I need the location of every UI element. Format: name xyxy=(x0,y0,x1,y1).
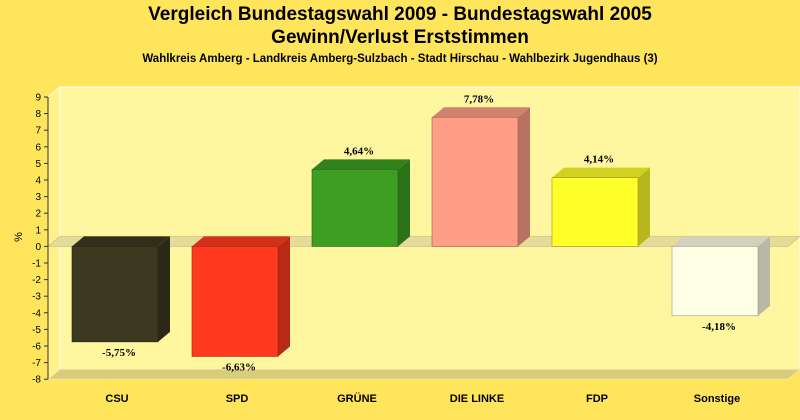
chart-subtitle-region: Wahlkreis Amberg - Landkreis Amberg-Sulz… xyxy=(142,53,658,65)
bar-top xyxy=(312,159,410,170)
plot-left-wall xyxy=(47,85,61,381)
bar-side xyxy=(398,159,410,247)
y-tick-label: 5 xyxy=(35,159,41,170)
bar-top xyxy=(672,236,770,247)
bar xyxy=(431,116,519,247)
bar-top xyxy=(72,236,170,247)
y-tick-label: 3 xyxy=(35,192,41,203)
y-tick-label: 2 xyxy=(35,209,41,220)
y-tick-label: -8 xyxy=(32,375,41,386)
y-tick-label: 7 xyxy=(35,126,41,137)
data-label: -4,18% xyxy=(702,321,736,333)
y-tick-label: -7 xyxy=(32,358,41,369)
bar-side xyxy=(638,167,650,247)
x-tick-label: GRÜNE xyxy=(337,392,377,405)
bar xyxy=(191,246,279,357)
y-tick-label: -6 xyxy=(32,342,41,353)
x-tick-label: DIE LINKE xyxy=(450,393,504,405)
y-tick-label: 0 xyxy=(35,242,41,253)
y-tick-label: -3 xyxy=(32,292,41,303)
y-tick-label: 9 xyxy=(35,93,41,104)
bar xyxy=(71,246,159,343)
x-tick-label: FDP xyxy=(586,393,608,405)
x-tick-label: SPD xyxy=(226,393,249,405)
data-label: 4,64% xyxy=(344,145,374,157)
bar-side xyxy=(758,236,770,316)
chart-title: Vergleich Bundestagswahl 2009 - Bundesta… xyxy=(148,4,652,25)
x-tick-label: Sonstige xyxy=(694,393,740,405)
y-tick-label: -2 xyxy=(32,275,41,286)
data-label: -5,75% xyxy=(102,347,136,359)
y-tick-label: 6 xyxy=(35,142,41,153)
bar xyxy=(551,177,639,247)
plot-back-wall xyxy=(59,86,800,370)
bar xyxy=(311,169,399,247)
y-tick-label: 1 xyxy=(35,225,41,236)
y-axis-title: % xyxy=(13,232,25,242)
data-label: 4,14% xyxy=(584,154,614,166)
data-label: -6,63% xyxy=(222,361,256,373)
bar-side xyxy=(158,236,170,342)
y-tick-label: 4 xyxy=(35,176,41,187)
bar-side xyxy=(518,107,530,247)
data-label: 7,78% xyxy=(464,93,494,105)
bar-top xyxy=(552,167,650,178)
plot-floor xyxy=(46,368,800,380)
bar-top xyxy=(432,107,530,118)
y-tick-label: 8 xyxy=(35,109,41,120)
y-tick-label: -4 xyxy=(32,308,41,319)
bar xyxy=(671,246,759,317)
x-tick-label: CSU xyxy=(105,393,128,405)
chart-subtitle: Gewinn/Verlust Erststimmen xyxy=(271,27,529,48)
y-tick-label: -5 xyxy=(32,325,41,336)
bar-top xyxy=(192,236,290,247)
y-tick-label: -1 xyxy=(32,259,41,270)
bar-side xyxy=(278,236,290,357)
